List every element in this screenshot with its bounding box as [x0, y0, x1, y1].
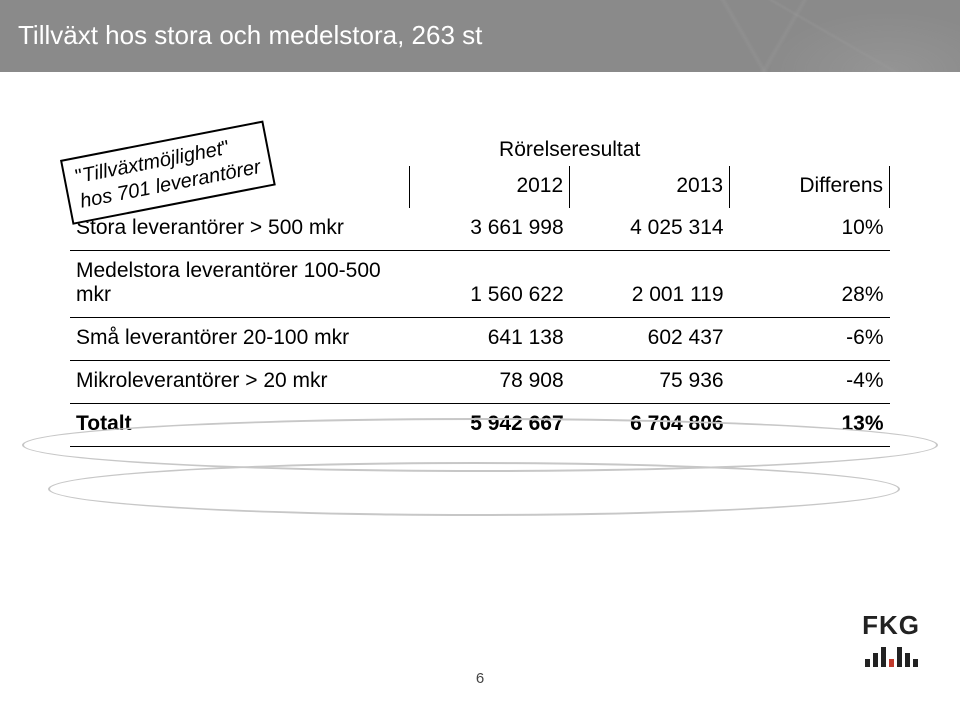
row-label: Medelstora leverantörer 100-500 mkr: [70, 251, 410, 318]
cell-value: -6%: [730, 318, 890, 361]
logo-text: FKG: [862, 610, 920, 641]
col-differens: Differens: [730, 166, 890, 208]
cell-value: 5 942 667: [410, 404, 570, 447]
cell-value: 641 138: [410, 318, 570, 361]
cell-value: -4%: [730, 361, 890, 404]
cell-value: 10%: [730, 208, 890, 251]
cell-value: 28%: [730, 251, 890, 318]
cell-value: 4 025 314: [570, 208, 730, 251]
page-title: Tillväxt hos stora och medelstora, 263 s…: [0, 0, 960, 51]
highlight-oval: [48, 462, 900, 516]
table-row: Medelstora leverantörer 100-500 mkr 1 56…: [70, 251, 890, 318]
table-row: Små leverantörer 20-100 mkr 641 138 602 …: [70, 318, 890, 361]
row-label: Små leverantörer 20-100 mkr: [70, 318, 410, 361]
header-bar: Tillväxt hos stora och medelstora, 263 s…: [0, 0, 960, 72]
page-number: 6: [0, 670, 960, 687]
row-label-line2: mkr: [76, 283, 111, 306]
table-row: Stora leverantörer > 500 mkr 3 661 998 4…: [70, 208, 890, 251]
col-2013: 2013: [570, 166, 730, 208]
table-row-total: Totalt 5 942 667 6 704 806 13%: [70, 404, 890, 447]
row-label: Totalt: [70, 404, 410, 447]
cell-value: 2 001 119: [570, 251, 730, 318]
table-row: Mikroleverantörer > 20 mkr 78 908 75 936…: [70, 361, 890, 404]
cell-value: 6 704 806: [570, 404, 730, 447]
fkg-logo: FKG: [862, 610, 920, 667]
col-2012: 2012: [410, 166, 570, 208]
cell-value: 75 936: [570, 361, 730, 404]
row-label: Mikroleverantörer > 20 mkr: [70, 361, 410, 404]
cell-value: 3 661 998: [410, 208, 570, 251]
row-label-line1: Medelstora leverantörer 100-500: [76, 259, 381, 282]
cell-value: 602 437: [570, 318, 730, 361]
logo-bars-icon: [862, 643, 920, 667]
cell-value: 1 560 622: [410, 251, 570, 318]
cell-value: 78 908: [410, 361, 570, 404]
header-rorelseresultat: Rörelseresultat: [410, 130, 730, 166]
cell-value: 13%: [730, 404, 890, 447]
